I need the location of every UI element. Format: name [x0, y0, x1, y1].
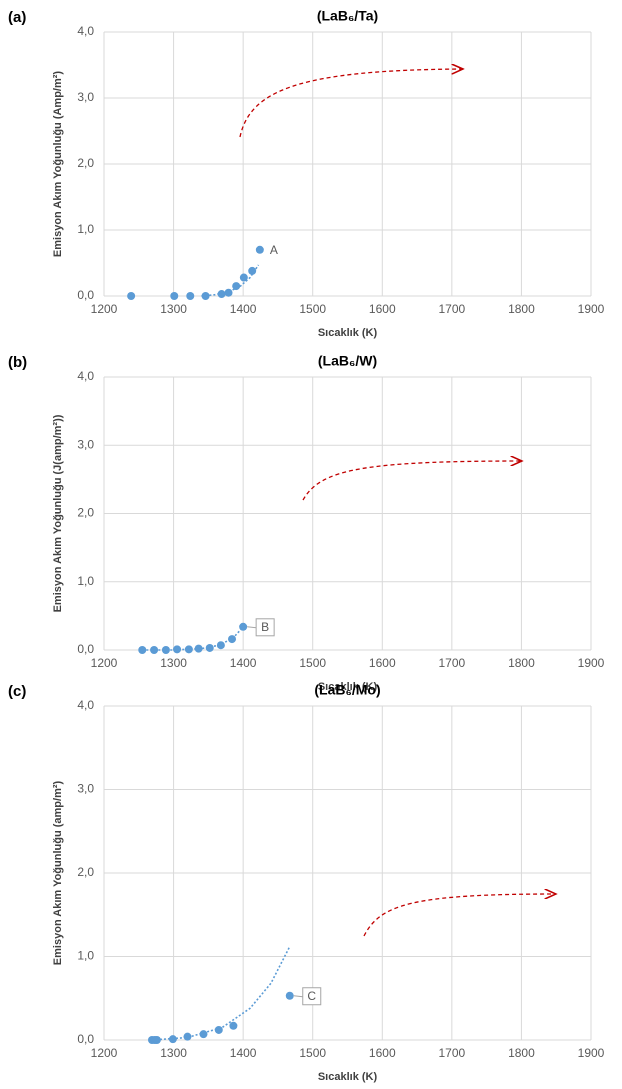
data-point — [216, 641, 225, 650]
x-tick-label: 1300 — [160, 1046, 187, 1060]
y-tick-label: 3,0 — [77, 437, 94, 451]
data-point — [201, 292, 210, 300]
x-axis-title: Sıcaklık (K) — [318, 1071, 378, 1083]
arrow — [363, 894, 556, 937]
x-tick-label: 1700 — [439, 302, 466, 316]
point-label: C — [307, 989, 316, 1003]
label-box — [302, 987, 322, 1006]
x-tick-label: 1500 — [299, 656, 326, 670]
data-point — [186, 292, 195, 300]
x-tick-label: 1800 — [508, 656, 535, 670]
data-point — [285, 991, 294, 1000]
y-tick-label: 0,0 — [77, 1032, 94, 1046]
x-tick-label: 1300 — [160, 302, 187, 316]
data-point — [228, 635, 237, 644]
data-point — [183, 1032, 192, 1041]
data-point — [168, 1035, 177, 1044]
data-point — [184, 645, 193, 654]
panel-label: (b) — [8, 354, 27, 371]
data-point — [239, 273, 248, 282]
data-point — [161, 646, 170, 654]
chart-title: (LaB₆/Ta) — [317, 8, 378, 24]
x-tick-label: 1900 — [578, 302, 605, 316]
panel-label: (c) — [8, 683, 26, 700]
y-tick-label: 3,0 — [77, 90, 94, 104]
x-tick-label: 1200 — [91, 656, 118, 670]
label-box — [255, 618, 275, 637]
data-point — [232, 282, 241, 291]
leader-line — [247, 626, 257, 629]
y-tick-label: 4,0 — [77, 698, 94, 712]
x-tick-label: 1900 — [578, 1046, 605, 1060]
data-point — [214, 1025, 223, 1034]
data-point — [255, 245, 264, 254]
trend-line — [151, 946, 291, 1041]
y-axis-title: Emisyon Akım Yoğunluğu (Amp/m²) — [52, 71, 64, 258]
x-tick-label: 1800 — [508, 302, 535, 316]
y-tick-label: 1,0 — [77, 949, 94, 963]
x-tick-label: 1200 — [91, 302, 118, 316]
y-axis-title: Emisyon Akım Yoğunluğu (J(amp/m²)) — [52, 414, 64, 612]
y-tick-label: 2,0 — [77, 865, 94, 879]
data-point — [224, 288, 233, 297]
y-tick-label: 2,0 — [77, 506, 94, 520]
y-tick-label: 4,0 — [77, 24, 94, 38]
chart-title: (LaB₆/W) — [318, 353, 377, 369]
data-point — [150, 646, 159, 654]
x-tick-label: 1400 — [230, 1046, 257, 1060]
data-point — [194, 644, 203, 653]
x-tick-label: 1400 — [230, 656, 257, 670]
y-tick-label: 2,0 — [77, 156, 94, 170]
x-tick-label: 1600 — [369, 302, 396, 316]
y-tick-label: 1,0 — [77, 222, 94, 236]
y-tick-label: 3,0 — [77, 782, 94, 796]
x-tick-label: 1800 — [508, 1046, 535, 1060]
data-point — [217, 290, 226, 299]
x-tick-label: 1700 — [439, 1046, 466, 1060]
y-tick-label: 0,0 — [77, 288, 94, 302]
arrow — [302, 461, 522, 501]
x-tick-label: 1300 — [160, 656, 187, 670]
arrow — [239, 69, 463, 138]
y-tick-label: 4,0 — [77, 369, 94, 383]
data-point — [170, 292, 179, 300]
x-tick-label: 1900 — [578, 656, 605, 670]
data-point — [173, 645, 182, 654]
data-point — [205, 643, 214, 652]
data-point — [127, 292, 136, 300]
y-tick-label: 0,0 — [77, 642, 94, 656]
data-point — [239, 622, 248, 631]
data-point — [248, 266, 257, 275]
x-axis-title: Sıcaklık (K) — [318, 681, 378, 693]
point-label: B — [261, 620, 269, 634]
data-point — [152, 1036, 161, 1044]
y-tick-label: 1,0 — [77, 574, 94, 588]
data-point — [229, 1021, 238, 1030]
data-point — [138, 646, 147, 654]
x-tick-label: 1500 — [299, 1046, 326, 1060]
x-tick-label: 1400 — [230, 302, 257, 316]
data-point — [199, 1030, 208, 1039]
x-tick-label: 1600 — [369, 1046, 396, 1060]
x-tick-label: 1700 — [439, 656, 466, 670]
y-axis-title: Emisyon Akım Yoğunluğu (amp/m²) — [52, 780, 64, 965]
x-tick-label: 1600 — [369, 656, 396, 670]
chart-title: (LaB₆/Mo) — [314, 682, 380, 698]
x-tick-label: 1500 — [299, 302, 326, 316]
leader-line — [293, 995, 303, 998]
x-axis-title: Sıcaklık (K) — [318, 327, 378, 339]
point-label: A — [270, 243, 278, 257]
x-tick-label: 1200 — [91, 1046, 118, 1060]
panel-label: (a) — [8, 9, 26, 26]
